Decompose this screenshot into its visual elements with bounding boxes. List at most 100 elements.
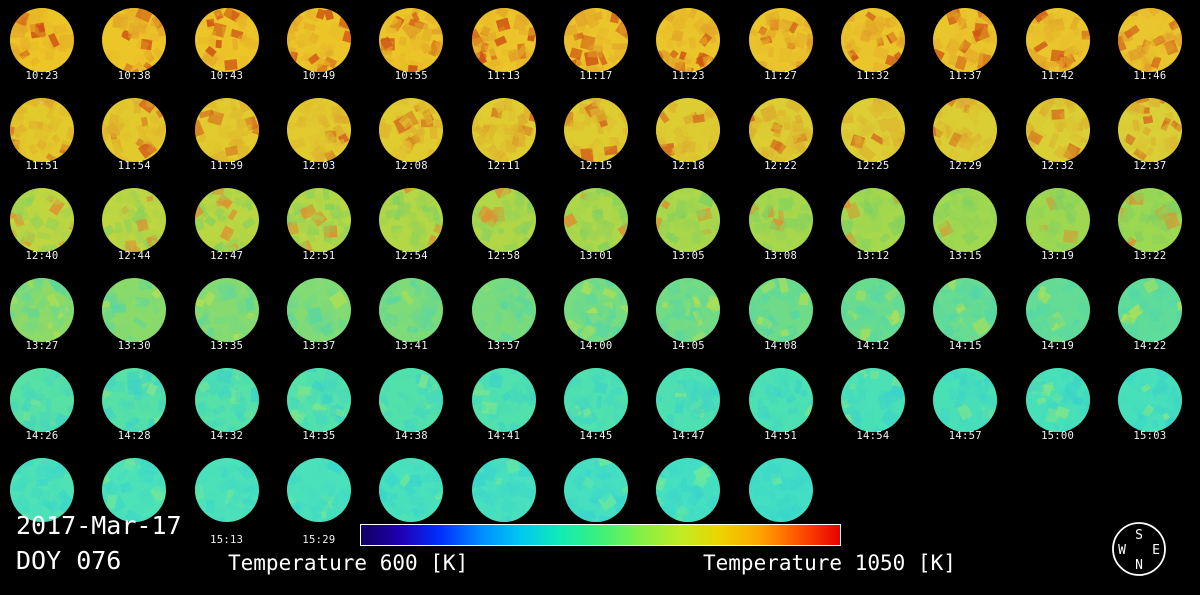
compass-west-label: W (1118, 543, 1126, 558)
disk-timestamp: 14:35 (302, 430, 336, 442)
thermal-disk (471, 368, 536, 432)
thermal-disk (933, 98, 998, 162)
disk-timestamp: 10:49 (302, 70, 336, 82)
thermal-disk (379, 8, 444, 72)
disk-timestamp: 10:38 (117, 70, 151, 82)
thermal-disk (286, 8, 351, 72)
thermal-disk (748, 98, 813, 162)
disk-timestamp: 12:58 (487, 250, 521, 262)
disk-timestamp: 15:13 (210, 534, 244, 546)
disk-timestamp: 14:15 (948, 340, 982, 352)
thermal-disk (563, 278, 628, 342)
disk-timestamp: 12:51 (302, 250, 336, 262)
disk-timestamp: 12:47 (210, 250, 244, 262)
thermal-disk (194, 188, 259, 252)
disk-timestamp: 14:00 (579, 340, 613, 352)
disk-timestamp: 13:08 (764, 250, 798, 262)
thermal-disk (563, 458, 628, 522)
disk-timestamp: 12:40 (25, 250, 59, 262)
thermal-disk (194, 98, 259, 162)
thermal-disk (840, 368, 905, 432)
thermal-disk (933, 368, 998, 432)
disk-timestamp: 14:47 (671, 430, 705, 442)
disk-timestamp: 11:13 (487, 70, 521, 82)
disk-timestamp: 11:46 (1133, 70, 1167, 82)
disk-timestamp: 14:32 (210, 430, 244, 442)
disk-timestamp: 12:25 (856, 160, 890, 172)
thermal-disk (1117, 278, 1182, 342)
thermal-disk (10, 368, 74, 432)
thermal-disk (471, 188, 536, 252)
disk-timestamp: 12:08 (394, 160, 428, 172)
thermal-disk (748, 188, 813, 252)
disk-timestamp: 15:00 (1041, 430, 1075, 442)
thermal-disk (286, 368, 351, 432)
compass-south-label: S (1135, 528, 1143, 543)
thermal-disk (656, 98, 721, 162)
thermal-disk (840, 8, 905, 72)
thermal-disk (656, 8, 721, 72)
thermal-disk (1117, 368, 1182, 432)
thermal-disk (10, 98, 74, 162)
thermal-disk (563, 188, 628, 252)
disk-timestamp: 14:05 (671, 340, 705, 352)
doy-label: DOY 076 (16, 546, 122, 575)
disk-timestamp: 14:45 (579, 430, 613, 442)
thermal-disk (379, 368, 444, 432)
thermal-disk (286, 458, 351, 522)
thermal-disk (286, 188, 351, 252)
disk-timestamp: 14:54 (856, 430, 890, 442)
thermal-disk (10, 278, 74, 342)
disk-timestamp: 11:42 (1041, 70, 1075, 82)
disk-timestamp: 15:03 (1133, 430, 1167, 442)
disk-timestamp: 13:15 (948, 250, 982, 262)
thermal-disk (1025, 188, 1090, 252)
disk-timestamp: 11:37 (948, 70, 982, 82)
thermal-disk (1025, 8, 1090, 72)
disk-timestamp: 13:19 (1041, 250, 1075, 262)
thermal-disk (840, 188, 905, 252)
thermal-disk (748, 278, 813, 342)
thermal-disk (102, 368, 167, 432)
thermal-disk (471, 98, 536, 162)
disk-timestamp: 11:23 (671, 70, 705, 82)
thermal-disk (933, 8, 998, 72)
disk-timestamp: 13:27 (25, 340, 59, 352)
thermal-disk (656, 458, 721, 522)
disk-timestamp: 15:29 (302, 534, 336, 546)
disk-timestamp: 12:15 (579, 160, 613, 172)
disk-timestamp: 13:05 (671, 250, 705, 262)
disk-timestamp: 13:37 (302, 340, 336, 352)
thermal-disk (379, 98, 444, 162)
thermal-disk (194, 8, 259, 72)
thermal-disk (1025, 98, 1090, 162)
thermal-disk (102, 98, 167, 162)
thermal-disk (748, 458, 813, 522)
thermal-disk (471, 278, 536, 342)
thermal-disk (933, 278, 998, 342)
thermal-disk (102, 458, 167, 522)
disk-timestamp: 14:08 (764, 340, 798, 352)
disk-timestamp: 12:03 (302, 160, 336, 172)
thermal-disk (10, 458, 74, 522)
thermal-disk (286, 278, 351, 342)
thermal-disk (471, 458, 536, 522)
disk-timestamp: 11:54 (117, 160, 151, 172)
thermal-disk (748, 8, 813, 72)
disk-timestamp: 13:30 (117, 340, 151, 352)
thermal-disk (1117, 188, 1182, 252)
disk-timestamp: 12:54 (394, 250, 428, 262)
disk-timestamp: 13:12 (856, 250, 890, 262)
disk-timestamp: 12:18 (671, 160, 705, 172)
thermal-disk (1025, 278, 1090, 342)
thermal-disk (656, 278, 721, 342)
disk-timestamp: 13:35 (210, 340, 244, 352)
compass-north-label: N (1135, 558, 1143, 573)
thermal-disk (102, 278, 167, 342)
disk-timestamp: 14:22 (1133, 340, 1167, 352)
thermal-disk (1025, 368, 1090, 432)
thermal-disk (194, 278, 259, 342)
disk-timestamp: 14:41 (487, 430, 521, 442)
disk-timestamp: 13:41 (394, 340, 428, 352)
